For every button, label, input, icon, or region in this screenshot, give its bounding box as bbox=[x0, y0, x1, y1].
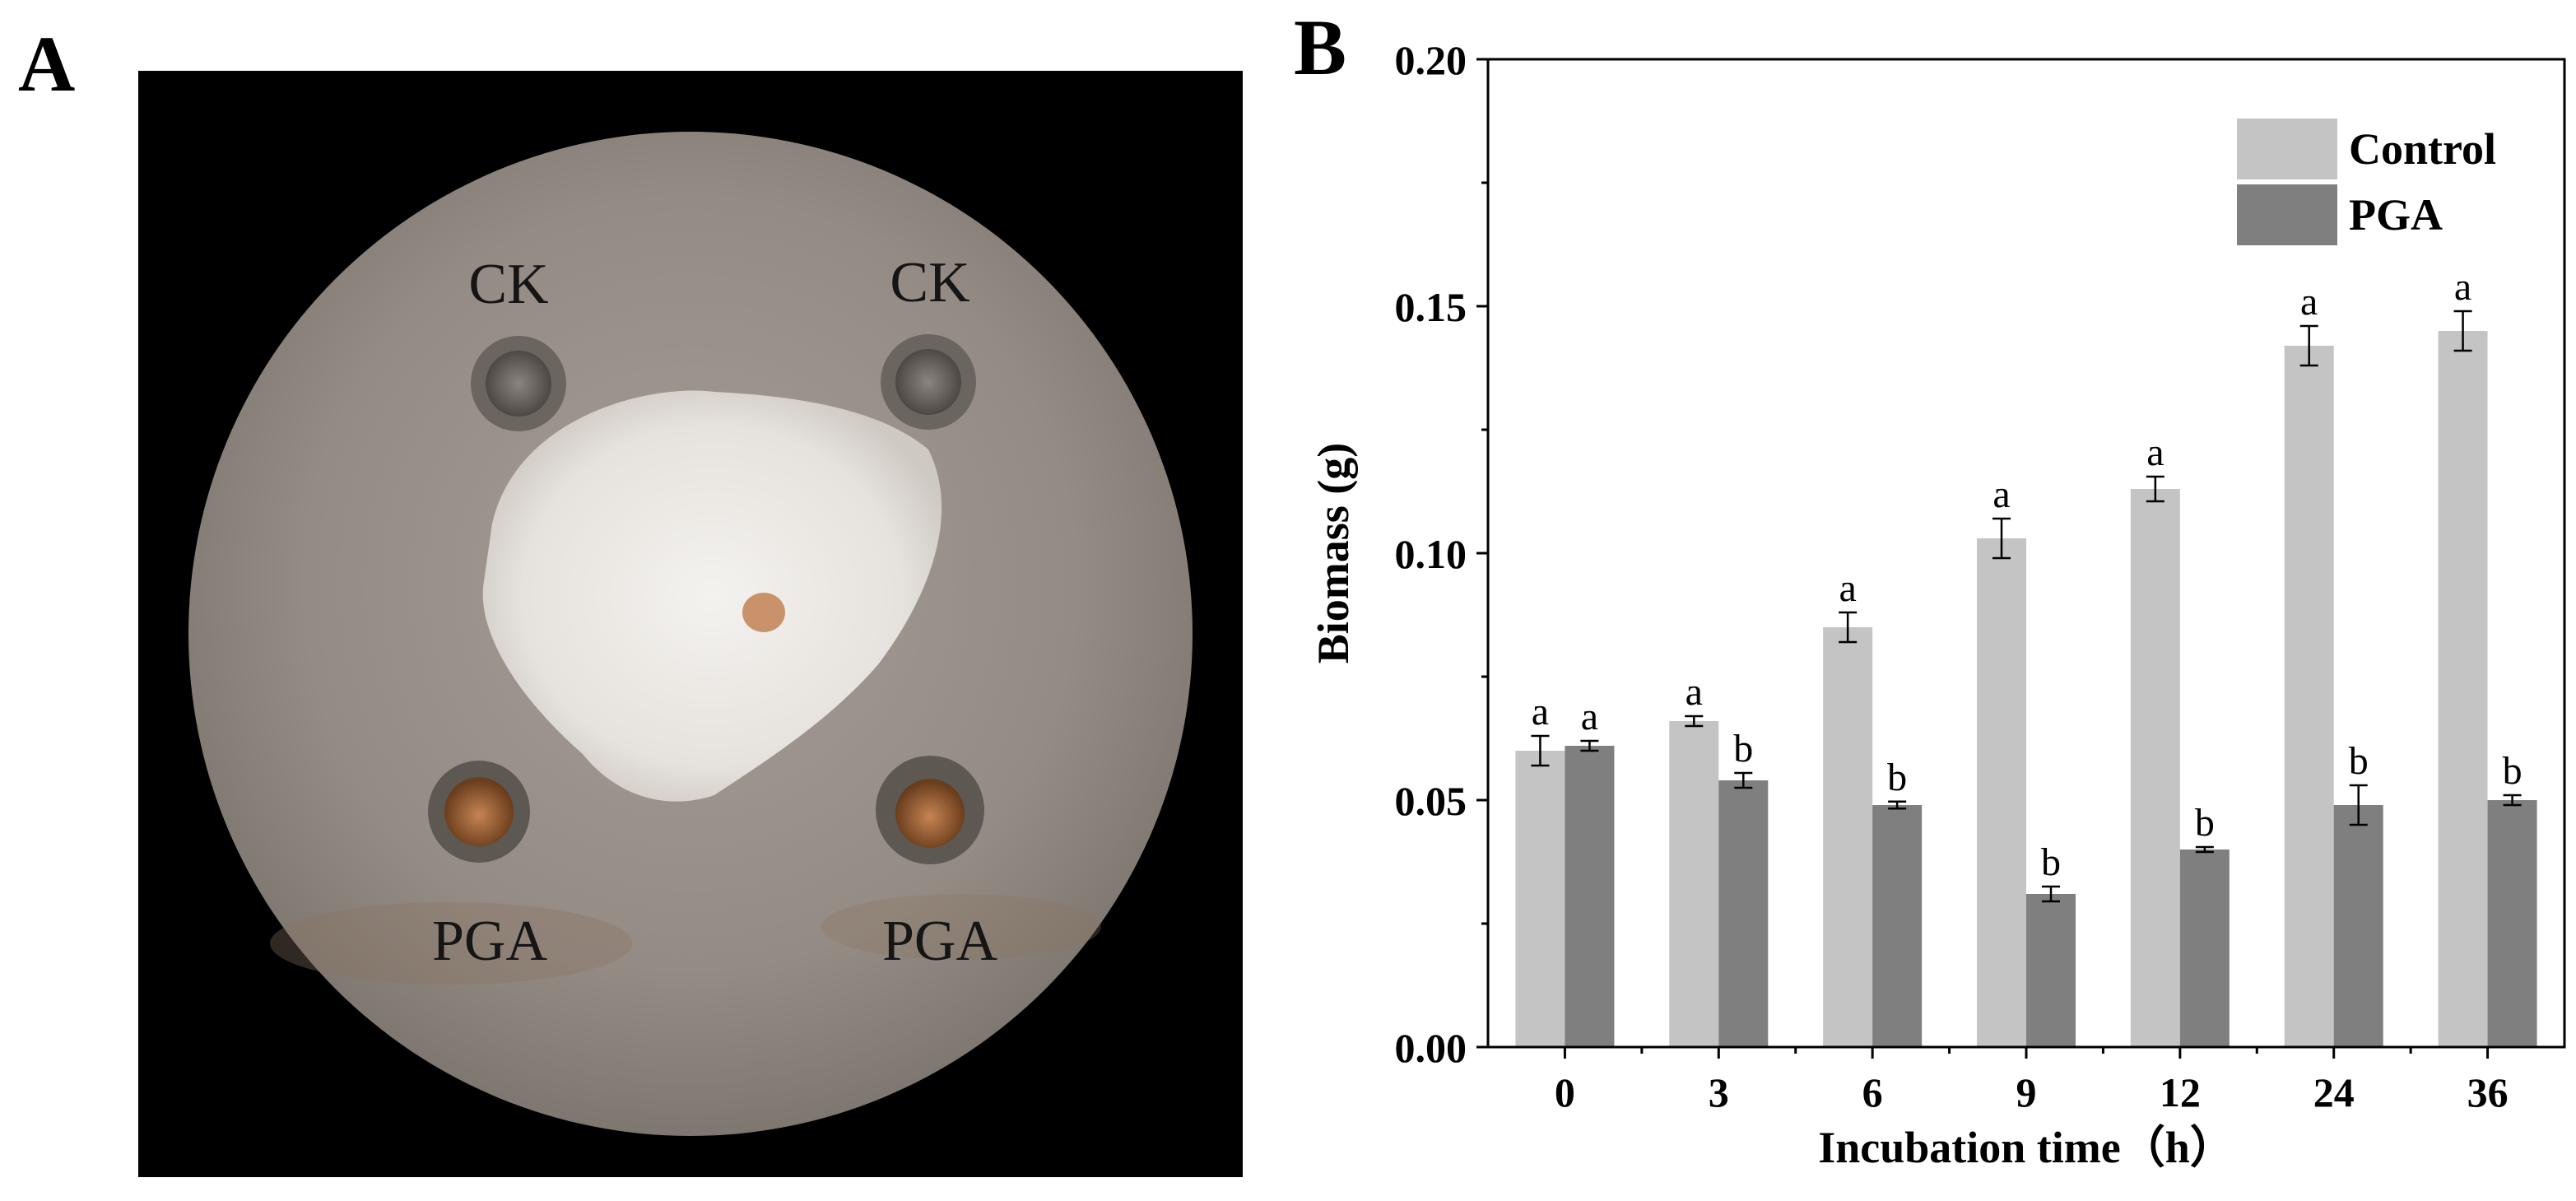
y-tick-label: 0.05 bbox=[1395, 778, 1467, 824]
bar-control-24 bbox=[2284, 346, 2334, 1047]
significance-letter: a bbox=[1839, 566, 1856, 610]
bar-control-12 bbox=[2130, 489, 2180, 1047]
ck-well-right bbox=[881, 334, 976, 430]
panel-b-label: B bbox=[1294, 3, 1347, 91]
x-tick-label: 3 bbox=[1709, 1069, 1729, 1115]
bar-pga-3 bbox=[1718, 780, 1769, 1047]
bar-pga-36 bbox=[2487, 800, 2537, 1047]
significance-letter: a bbox=[1686, 670, 1703, 714]
well-label-pga-right: PGA bbox=[882, 910, 997, 973]
significance-letter: b bbox=[1733, 727, 1753, 770]
y-tick-label: 0.10 bbox=[1395, 531, 1467, 577]
significance-letter: b bbox=[1887, 756, 1907, 799]
bar-control-6 bbox=[1823, 627, 1873, 1047]
bar-pga-9 bbox=[2026, 894, 2076, 1047]
legend-swatch-control bbox=[2237, 119, 2337, 179]
well-label-ck-right: CK bbox=[890, 251, 969, 314]
x-axis-title: Incubation time（h） bbox=[1818, 1123, 2234, 1172]
panel-a-label: A bbox=[18, 20, 76, 108]
legend-label-control: Control bbox=[2349, 124, 2496, 174]
legend-label-pga: PGA bbox=[2349, 190, 2443, 240]
significance-letter: b bbox=[2503, 749, 2523, 793]
x-tick-label: 12 bbox=[2160, 1069, 2201, 1115]
legend-swatch-pga bbox=[2237, 184, 2337, 245]
significance-letter: b bbox=[2041, 840, 2061, 884]
pga-well-left bbox=[428, 761, 530, 863]
significance-letter: b bbox=[2349, 739, 2369, 783]
significance-letter: a bbox=[2454, 265, 2471, 309]
x-tick-label: 6 bbox=[1862, 1069, 1883, 1115]
bar-pga-24 bbox=[2333, 805, 2383, 1047]
significance-letter: b bbox=[2195, 801, 2215, 845]
x-tick-label: 0 bbox=[1555, 1069, 1575, 1115]
significance-letter: a bbox=[1992, 472, 2010, 516]
bar-pga-12 bbox=[2179, 850, 2230, 1047]
ck-well-left bbox=[471, 336, 566, 431]
significance-letter: a bbox=[2300, 280, 2318, 324]
significance-letter: a bbox=[1581, 695, 1598, 738]
significance-letter: a bbox=[2146, 431, 2164, 474]
bar-pga-6 bbox=[1872, 805, 1923, 1047]
x-tick-label: 36 bbox=[2467, 1069, 2509, 1115]
pga-well-right bbox=[876, 756, 984, 864]
bar-control-3 bbox=[1669, 721, 1719, 1047]
y-tick-label: 0.20 bbox=[1395, 37, 1467, 83]
well-label-pga-left: PGA bbox=[432, 910, 547, 973]
bar-control-9 bbox=[1977, 538, 2026, 1047]
x-tick-label: 24 bbox=[2313, 1069, 2355, 1115]
y-axis-title: Biomass (g) bbox=[1309, 443, 1358, 664]
bar-pga-0 bbox=[1565, 746, 1615, 1047]
well-label-ck-left: CK bbox=[468, 253, 548, 316]
y-tick-label: 0.00 bbox=[1395, 1025, 1467, 1071]
bar-control-36 bbox=[2438, 331, 2488, 1047]
petri-dish-photo: CK CK PGA PGA bbox=[138, 71, 1243, 1177]
fungal-mycelium bbox=[482, 390, 942, 802]
y-tick-label: 0.15 bbox=[1395, 284, 1467, 330]
bar-control-0 bbox=[1515, 751, 1565, 1047]
significance-letter: a bbox=[1532, 690, 1549, 733]
x-tick-label: 9 bbox=[2016, 1069, 2037, 1115]
